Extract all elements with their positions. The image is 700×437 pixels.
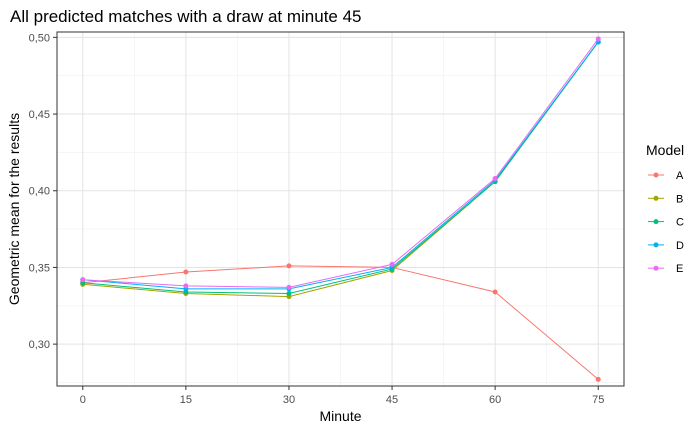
legend-title: Model (646, 142, 684, 158)
y-tick-label: 0,35 (29, 262, 50, 274)
y-tick-label: 0,45 (29, 109, 50, 121)
data-point-e (389, 261, 395, 267)
legend-item-e: E (648, 263, 683, 275)
data-point-e (80, 277, 86, 283)
data-point-c (286, 291, 292, 297)
series-line-a (82, 265, 599, 380)
y-tick-label: 0,50 (29, 32, 50, 44)
data-point-a (183, 269, 189, 275)
series-line-c (82, 41, 599, 295)
y-axis-title: Geometric mean for the results (6, 113, 22, 305)
legend-key-point (653, 219, 659, 225)
data-point-e (595, 36, 601, 42)
grid-lines (57, 32, 624, 386)
legend-key-point (653, 265, 659, 271)
series-line-d (82, 41, 599, 290)
x-tick-label: 0 (80, 394, 86, 406)
x-tick-label: 15 (180, 394, 192, 406)
x-tick-label: 30 (283, 394, 295, 406)
legend-item-c: C (648, 217, 684, 229)
legend-item-b: B (648, 193, 683, 205)
data-point-a (492, 289, 498, 295)
data-point-e (286, 284, 292, 290)
plot-panel-border (56, 31, 625, 387)
legend-label: D (676, 240, 684, 252)
axis-layer: 0 15 30 45 60 75 0,30 0,35 0,40 0,45 0,50 (29, 32, 605, 406)
series-layer (80, 36, 601, 382)
y-tick-label: 0,30 (29, 339, 50, 351)
chart-title: All predicted matches with a draw at min… (10, 7, 362, 26)
data-point-e (492, 175, 498, 181)
data-point-a (286, 263, 292, 269)
x-axis-title: Minute (319, 408, 361, 424)
x-tick-label: 75 (592, 394, 604, 406)
series-line-e (82, 38, 599, 288)
legend-label: B (676, 193, 683, 205)
legend-label: E (676, 263, 683, 275)
data-point-e (183, 283, 189, 289)
x-tick-label: 45 (386, 394, 398, 406)
legend-key-point (653, 242, 659, 248)
y-tick-label: 0,40 (29, 186, 50, 198)
legend-key-point (653, 172, 659, 178)
legend-label: A (676, 170, 684, 182)
x-tick-label: 60 (489, 394, 501, 406)
data-point-a (595, 376, 601, 382)
legend-item-d: D (648, 240, 684, 252)
legend-key-point (653, 195, 659, 201)
legend-item-a: A (648, 170, 684, 182)
legend-label: C (676, 217, 684, 229)
